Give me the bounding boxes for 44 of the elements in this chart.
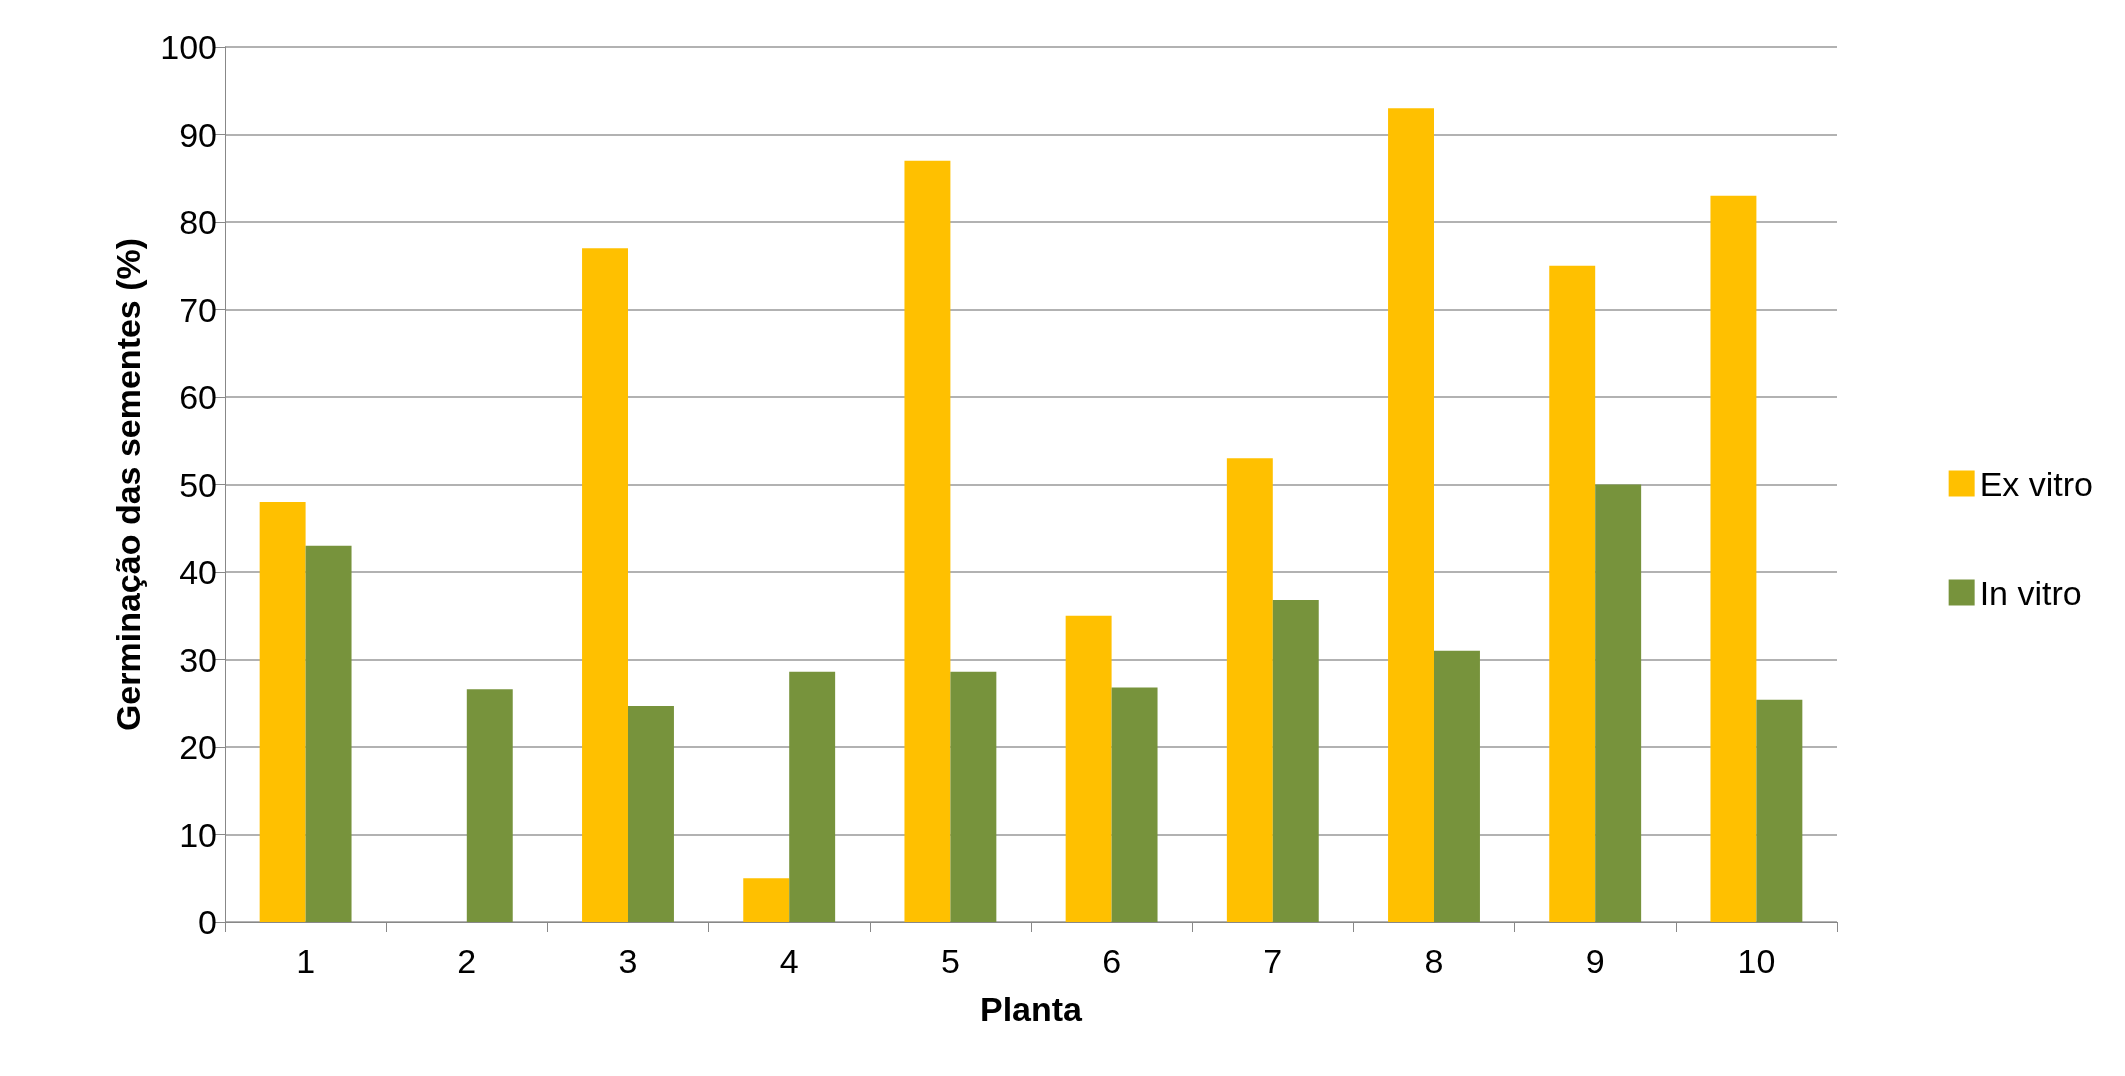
bar [789,671,836,922]
y-tick-label: 70 [179,290,217,329]
x-axis-title: Planta [979,990,1084,1028]
bar [628,705,674,922]
bar [1388,108,1434,922]
bar [259,502,306,922]
bar [904,160,951,922]
bar [950,671,997,922]
bar [1756,699,1803,922]
y-axis-title: Germinação das sementes (%) [109,237,147,732]
y-tick-label: 50 [179,465,217,504]
bar [1549,265,1596,922]
y-tick-label: 40 [179,553,217,591]
x-tick-label: 2 [457,942,477,980]
y-tick-label: 80 [179,203,217,241]
bar [1065,615,1112,922]
y-tick-label: 100 [160,28,217,66]
bar [305,545,352,922]
bar [1595,484,1642,922]
bar [1226,458,1273,922]
bar [466,689,513,922]
x-tick-label: 4 [779,942,799,980]
y-tick-label: 60 [179,378,217,416]
bar [1111,687,1158,922]
bar [743,878,790,922]
x-tick-label: 8 [1424,942,1444,980]
x-tick-label: 9 [1585,942,1605,980]
bar [1710,195,1757,922]
x-tick-label: 7 [1263,942,1283,980]
bar [1434,650,1480,922]
bar [582,248,628,922]
x-tick-label: 3 [618,942,638,980]
x-tick-label: 5 [940,942,960,980]
y-tick-label: 10 [179,815,217,854]
bar [1272,600,1319,922]
y-tick-label: 0 [198,903,217,941]
y-tick-label: 90 [179,115,217,154]
legend-label: In vitro [1979,573,2082,612]
x-tick-label: 10 [1737,942,1776,980]
y-tick-label: 30 [179,640,217,679]
x-tick-label: 6 [1102,942,1122,980]
x-tick-label: 1 [296,942,316,980]
legend-label: Ex vitro [1979,464,2093,503]
y-tick-label: 20 [179,728,217,766]
